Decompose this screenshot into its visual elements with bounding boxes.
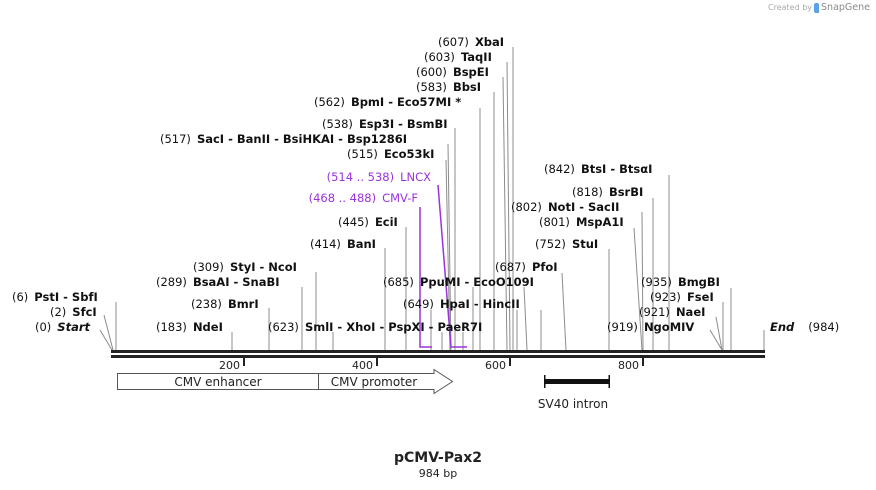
restriction-site-label[interactable]: (515) Eco53kI (347, 147, 434, 161)
restriction-site-label[interactable]: (517) SacI - BanII - BsiHKAI - Bsp1286I (160, 132, 407, 146)
snapgene-logo-icon (814, 2, 820, 13)
tick-label: 600 (485, 359, 506, 372)
feature-cmv-enhancer[interactable]: CMV enhancer (117, 373, 319, 390)
feature-label: CMV promoter (331, 375, 418, 389)
restriction-site-label[interactable]: (603) TaqII (424, 50, 492, 64)
feature-sv40-intron[interactable]: SV40 intron (538, 375, 610, 411)
restriction-site-labels: (0) Start(2) SfcI(6) PstI - SbfI (183) NdeI (2… (12, 35, 839, 334)
plasmid-title: pCMV-Pax2 (394, 450, 482, 466)
primer-lncx[interactable] (437, 184, 467, 348)
restriction-site-label[interactable]: (583) BbsI (416, 80, 481, 94)
restriction-site-label[interactable]: (752) StuI (535, 237, 598, 251)
tick-label: 400 (352, 359, 373, 372)
restriction-site-label[interactable]: (818) BsrBI (572, 185, 643, 199)
restriction-site-label[interactable]: End (984) (770, 320, 839, 334)
primer-cmv-f[interactable] (419, 207, 432, 348)
primer-label-cmv-f[interactable]: (468 .. 488) CMV-F (309, 191, 418, 205)
restriction-site-label[interactable]: (801) MspA1I (539, 215, 624, 229)
credit-prefix: Created by (768, 3, 813, 12)
restriction-site-label[interactable]: (289) BsaAI - SnaBI (156, 275, 280, 289)
feature-label: SV40 intron (538, 397, 608, 411)
ruler-ticks: 200 400 600 800 (219, 358, 644, 372)
restriction-site-label[interactable]: (802) NotI - SacII (511, 200, 619, 214)
snapgene-credit: Created by SnapGene (768, 2, 870, 13)
restriction-site-label[interactable]: (685) PpuMI - EcoO109I (383, 275, 534, 289)
tick-label: 800 (618, 359, 639, 372)
feature-cmv-promoter[interactable]: CMV promoter (318, 368, 454, 395)
restriction-site-label[interactable]: (923) FseI (650, 290, 714, 304)
restriction-site-label[interactable]: (623) SmlI - XhoI - PspXI - PaeR7I (268, 320, 482, 334)
restriction-site-label[interactable]: (309) StyI - NcoI (193, 260, 297, 274)
plasmid-length: 984 bp (418, 467, 458, 480)
restriction-site-label[interactable]: (687) PfoI (495, 260, 558, 274)
restriction-site-label[interactable]: (919) NgoMIV (607, 320, 694, 334)
restriction-site-label[interactable]: (562) BpmI - Eco57MI * (314, 95, 461, 109)
restriction-site-label[interactable]: (607) XbaI (438, 35, 504, 49)
primer-label-lncx[interactable]: (514 .. 538) LNCX (327, 170, 432, 184)
restriction-site-label[interactable]: (183) NdeI (156, 320, 223, 334)
restriction-site-label[interactable]: (842) BtsI - BtsαI (544, 162, 652, 176)
credit-brand: SnapGene (821, 2, 870, 13)
restriction-site-label[interactable]: (445) EciI (338, 215, 398, 229)
feature-label: CMV enhancer (174, 375, 261, 389)
restriction-site-label[interactable]: (414) BanI (310, 237, 376, 251)
restriction-site-label[interactable]: (0) Start (35, 320, 91, 334)
restriction-site-label[interactable]: (2) SfcI (50, 305, 97, 319)
restriction-site-label[interactable]: (238) BmrI (191, 297, 259, 311)
restriction-site-label[interactable]: (935) BmgBI (641, 275, 720, 289)
restriction-site-label[interactable]: (538) Esp3I - BsmBI (322, 117, 448, 131)
tick-label: 200 (219, 359, 240, 372)
restriction-site-label[interactable]: (600) BspEI (416, 65, 489, 79)
restriction-site-label[interactable]: (6) PstI - SbfI (12, 290, 98, 304)
dna-backbone (111, 350, 765, 358)
site-lines (99, 47, 765, 351)
restriction-site-label[interactable]: (921) NaeI (639, 305, 705, 319)
restriction-site-label[interactable]: (649) HpaI - HincII (403, 297, 520, 311)
